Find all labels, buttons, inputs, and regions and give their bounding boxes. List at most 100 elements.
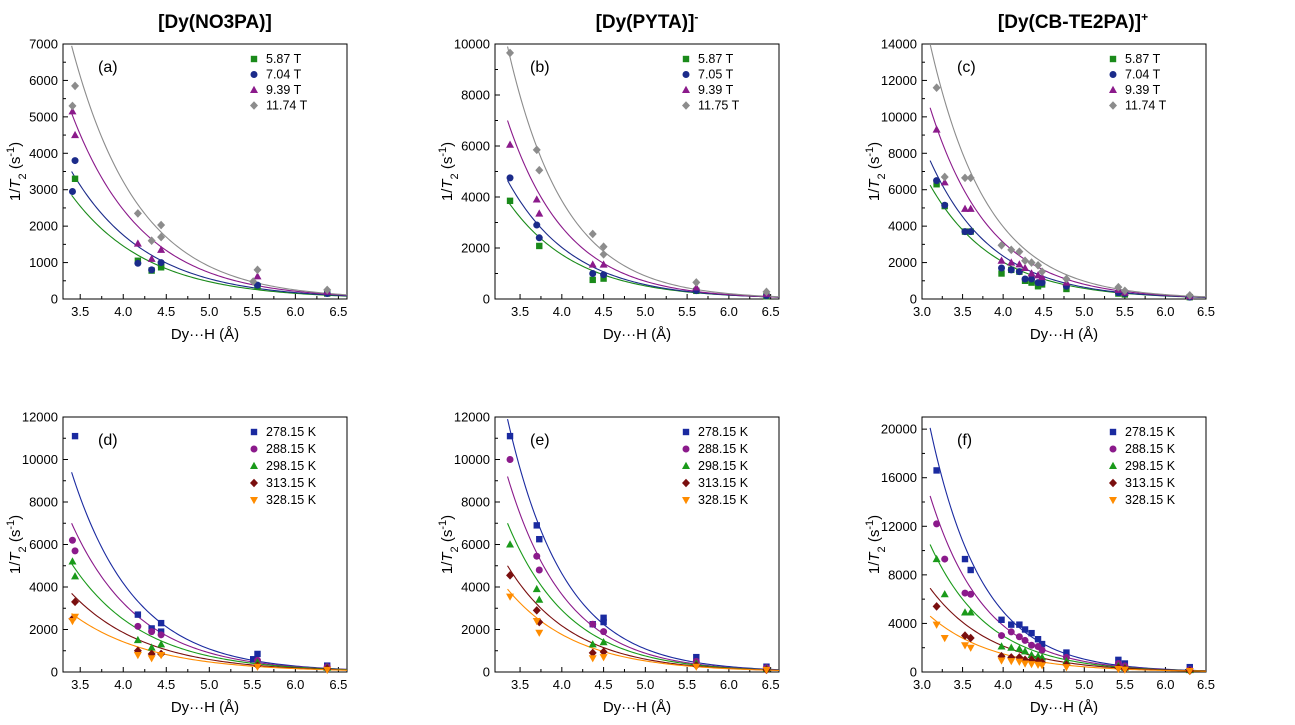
y-tick-label: 8000: [461, 88, 490, 103]
panel-label: (b): [530, 59, 550, 76]
legend-label: 11.74 T: [1125, 99, 1167, 113]
data-point: [68, 101, 77, 111]
data-point: [253, 272, 262, 280]
data-point: [506, 197, 514, 205]
y-tick-label: 14000: [881, 37, 917, 52]
data-point: [933, 181, 940, 188]
x-tick-label: 6.5: [762, 677, 780, 692]
x-tick-label: 6.0: [1156, 677, 1174, 692]
legend-label: 5.87 T: [266, 52, 302, 66]
data-point: [1034, 261, 1043, 270]
x-tick-label: 4.0: [553, 304, 571, 319]
data-point: [600, 618, 607, 626]
x-tick-label: 5.0: [200, 304, 218, 319]
y-axis-label: 1/T2 (s-1): [5, 142, 29, 201]
data-point: [157, 259, 165, 267]
x-tick-label: 4.0: [994, 304, 1012, 319]
legend-label: 328.15 K: [1125, 493, 1176, 507]
data-point: [1028, 279, 1035, 286]
x-tick-label: 3.5: [511, 304, 529, 319]
data-point: [133, 635, 142, 644]
legend-label: 288.15 K: [1125, 442, 1176, 456]
y-tick-label: 7000: [29, 37, 58, 52]
fit-curve-9-39-T: [71, 113, 347, 296]
plot-frame: [921, 43, 1207, 300]
data-point: [1034, 636, 1042, 643]
data-point: [932, 125, 941, 133]
data-point: [253, 281, 261, 289]
data-point: [1038, 272, 1047, 281]
y-tick-label: 4000: [461, 190, 490, 205]
y-tick-label: 10000: [881, 109, 917, 124]
data-point: [323, 666, 332, 675]
legend-marker: [250, 428, 258, 436]
data-point: [997, 657, 1006, 665]
panels: 3.5 4.0 4.5 5.0 5.5 6.0 6.5 0 1000 2000 3000 4000 50…: [5, 37, 1215, 717]
x-axis-label: Dy···H (Å): [171, 699, 239, 716]
chart-panel-c: 3.0 3.5 4.0 4.5 5.0 5.5 6.0 6.5 0 2000 4000 6000 800…: [864, 37, 1215, 344]
data-point: [71, 175, 79, 182]
x-tick-label: 6.5: [1197, 677, 1215, 692]
data-point: [966, 204, 975, 212]
legend-label: 11.75 T: [698, 99, 740, 113]
data-point: [147, 643, 156, 651]
fit-curve-5-87-T: [71, 194, 347, 297]
data-point: [533, 221, 541, 229]
x-tick-label: 4.5: [595, 304, 613, 319]
x-tick-label: 6.0: [720, 677, 738, 692]
data-point: [692, 283, 701, 291]
data-point: [932, 554, 941, 563]
y-axis-label: 1/T2 (s-1): [864, 515, 888, 574]
data-point: [1021, 275, 1029, 283]
y-tick-label: 3000: [29, 182, 58, 197]
chart-panel-b: 3.5 4.0 4.5 5.0 5.5 6.0 6.5 0 2000 4000 6000 8000 10…: [437, 37, 780, 344]
data-point: [932, 83, 941, 93]
y-tick-label: 8000: [888, 567, 917, 582]
data-point: [535, 566, 543, 574]
legend-label: 278.15 K: [1125, 425, 1176, 439]
fit-curve-9-39-T: [507, 120, 779, 298]
x-tick-label: 5.0: [1075, 677, 1093, 692]
y-tick-label: 6000: [29, 73, 58, 88]
data-point: [599, 260, 608, 268]
data-point: [536, 242, 543, 250]
y-tick-label: 6000: [29, 537, 58, 552]
data-point: [961, 642, 970, 650]
legend-marker: [682, 71, 690, 78]
data-point: [1027, 269, 1036, 277]
x-tick-label: 4.5: [157, 677, 175, 692]
legend-label: 278.15 K: [698, 425, 749, 439]
data-point: [536, 535, 543, 543]
data-point: [506, 48, 515, 58]
y-tick-label: 20000: [881, 422, 917, 437]
panel-label: (a): [98, 59, 118, 76]
data-point: [1015, 644, 1024, 652]
data-point: [961, 228, 969, 236]
data-point: [71, 597, 80, 607]
y-tick-label: 12000: [22, 410, 58, 425]
data-point: [961, 173, 970, 183]
data-point: [967, 228, 975, 236]
fit-curve-278-15-K: [71, 472, 347, 670]
x-tick-label: 5.5: [1116, 677, 1134, 692]
y-tick-label: 4000: [29, 146, 58, 161]
y-tick-label: 0: [910, 665, 917, 680]
data-point: [133, 652, 142, 660]
data-point: [71, 81, 80, 91]
data-point: [599, 250, 608, 259]
x-tick-label: 6.5: [1197, 304, 1215, 319]
data-point: [1021, 647, 1030, 655]
x-tick-label: 3.5: [511, 677, 529, 692]
data-point: [1062, 274, 1071, 284]
x-tick-label: 4.5: [595, 677, 613, 692]
data-point: [692, 663, 701, 671]
data-point: [600, 614, 607, 622]
x-tick-label: 3.0: [913, 677, 931, 692]
data-point: [941, 201, 949, 209]
legend-marker: [1109, 55, 1117, 63]
legend-marker: [682, 497, 690, 505]
x-axis-label: Dy···H (Å): [171, 326, 239, 343]
data-point: [1038, 662, 1047, 670]
data-point: [1034, 271, 1043, 279]
data-point: [249, 277, 258, 286]
